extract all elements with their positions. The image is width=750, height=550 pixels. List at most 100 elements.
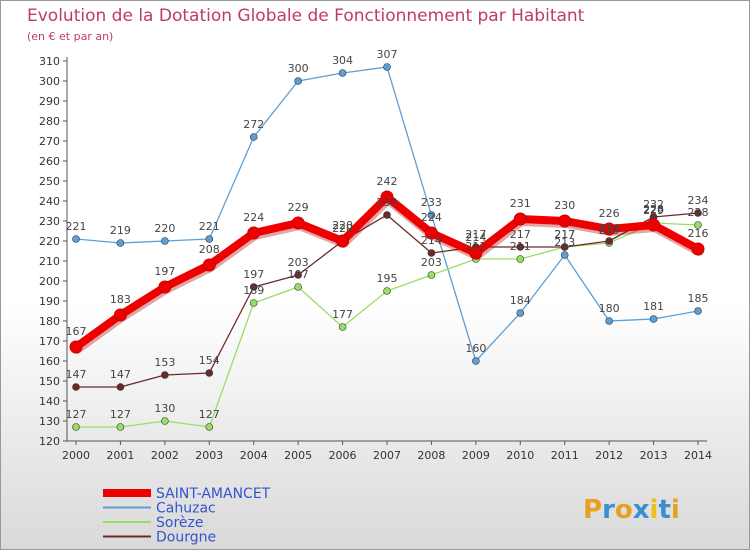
- data-label: 229: [288, 201, 309, 214]
- data-label: 219: [110, 224, 131, 237]
- y-tick-label: 220: [39, 235, 60, 248]
- x-tick-label: 2013: [640, 449, 668, 462]
- data-label: 233: [377, 196, 398, 209]
- x-tick-label: 2000: [62, 449, 90, 462]
- data-point: [69, 340, 83, 354]
- x-tick-label: 2008: [417, 449, 445, 462]
- data-label: 217: [554, 228, 575, 241]
- data-label: 304: [332, 54, 353, 67]
- data-label: 127: [66, 408, 87, 421]
- data-point: [161, 417, 169, 425]
- data-point: [558, 214, 572, 228]
- axes: 120 130 140 150 160 170 180 190 200 210 220 230 240 2…: [39, 55, 712, 462]
- y-tick-label: 260: [39, 155, 60, 168]
- x-tick-label: 2009: [462, 449, 490, 462]
- data-label: 307: [377, 48, 398, 61]
- series-line: [76, 222, 699, 428]
- data-point: [694, 209, 702, 217]
- logo-letter: i: [650, 495, 659, 525]
- data-point: [691, 242, 705, 256]
- y-tick-label: 310: [39, 55, 60, 68]
- data-point: [383, 211, 391, 219]
- data-label: 160: [465, 342, 486, 355]
- data-label: 233: [421, 196, 442, 209]
- data-point: [72, 383, 80, 391]
- data-label: 224: [421, 211, 442, 224]
- legend-label: Cahuzac: [156, 501, 216, 517]
- data-label: 232: [643, 198, 664, 211]
- series-sor-ze: [72, 219, 702, 431]
- data-label: 220: [332, 222, 353, 235]
- data-point: [383, 63, 391, 71]
- data-point: [424, 226, 438, 240]
- data-label: 231: [510, 197, 531, 210]
- data-label: 203: [288, 256, 309, 269]
- data-point: [338, 69, 347, 77]
- x-tick-label: 2004: [240, 449, 268, 462]
- y-tick-label: 300: [39, 75, 60, 88]
- data-point: [116, 239, 125, 247]
- data-point: [380, 190, 394, 204]
- data-point: [516, 243, 525, 251]
- data-label: 208: [199, 243, 220, 256]
- data-point: [516, 309, 525, 317]
- y-tick-label: 200: [39, 275, 60, 288]
- data-label: 181: [643, 300, 664, 313]
- data-point: [158, 280, 172, 294]
- x-tick-label: 2010: [506, 449, 534, 462]
- data-point: [116, 383, 125, 391]
- data-label: 214: [421, 234, 442, 247]
- data-point: [605, 237, 613, 245]
- data-label: 203: [421, 256, 442, 269]
- y-tick-label: 230: [39, 215, 60, 228]
- y-tick-label: 290: [39, 95, 60, 108]
- data-label: 130: [154, 402, 175, 415]
- data-point: [516, 255, 525, 263]
- y-tick-label: 170: [39, 335, 60, 348]
- y-tick-label: 270: [39, 135, 60, 148]
- data-label: 228: [688, 206, 709, 219]
- data-point: [336, 234, 350, 248]
- data-label: 214: [465, 231, 486, 244]
- y-tick-label: 140: [39, 395, 60, 408]
- data-label: 154: [199, 354, 220, 367]
- data-point: [513, 212, 527, 226]
- data-label: 221: [199, 220, 220, 233]
- data-label: 211: [465, 240, 486, 253]
- data-point: [205, 235, 214, 243]
- logo-letter: o: [615, 495, 633, 525]
- data-label: 197: [288, 268, 309, 281]
- data-label: 220: [599, 222, 620, 235]
- data-label: 197: [154, 265, 175, 278]
- data-label: 234: [688, 194, 709, 207]
- x-tick-label: 2003: [195, 449, 223, 462]
- data-point: [161, 237, 169, 245]
- logo-letter: x: [633, 495, 650, 525]
- x-tick-label: 2014: [684, 449, 712, 462]
- data-point: [72, 235, 80, 243]
- legend-label: Dourgne: [156, 530, 216, 546]
- y-tick-label: 190: [39, 295, 60, 308]
- data-label: 153: [154, 356, 175, 369]
- data-point: [427, 249, 436, 257]
- data-label: 217: [554, 228, 575, 241]
- data-label: 226: [599, 207, 620, 220]
- data-label: 195: [377, 272, 398, 285]
- data-label: 127: [199, 408, 220, 421]
- data-label: 224: [243, 211, 264, 224]
- x-tick-label: 2002: [151, 449, 179, 462]
- data-label: 177: [332, 308, 353, 321]
- data-label: 216: [688, 227, 709, 240]
- chart-subtitle: (en € et par an): [27, 30, 113, 43]
- data-point: [291, 216, 305, 230]
- y-tick-label: 150: [39, 375, 60, 388]
- data-label: 197: [243, 268, 264, 281]
- data-point: [602, 222, 616, 236]
- data-label: 221: [66, 220, 87, 233]
- data-label: 211: [510, 240, 531, 253]
- data-label: 147: [66, 368, 87, 381]
- y-tick-label: 240: [39, 195, 60, 208]
- proxiti-logo: Proxiti: [583, 495, 680, 525]
- data-label: 180: [599, 302, 620, 315]
